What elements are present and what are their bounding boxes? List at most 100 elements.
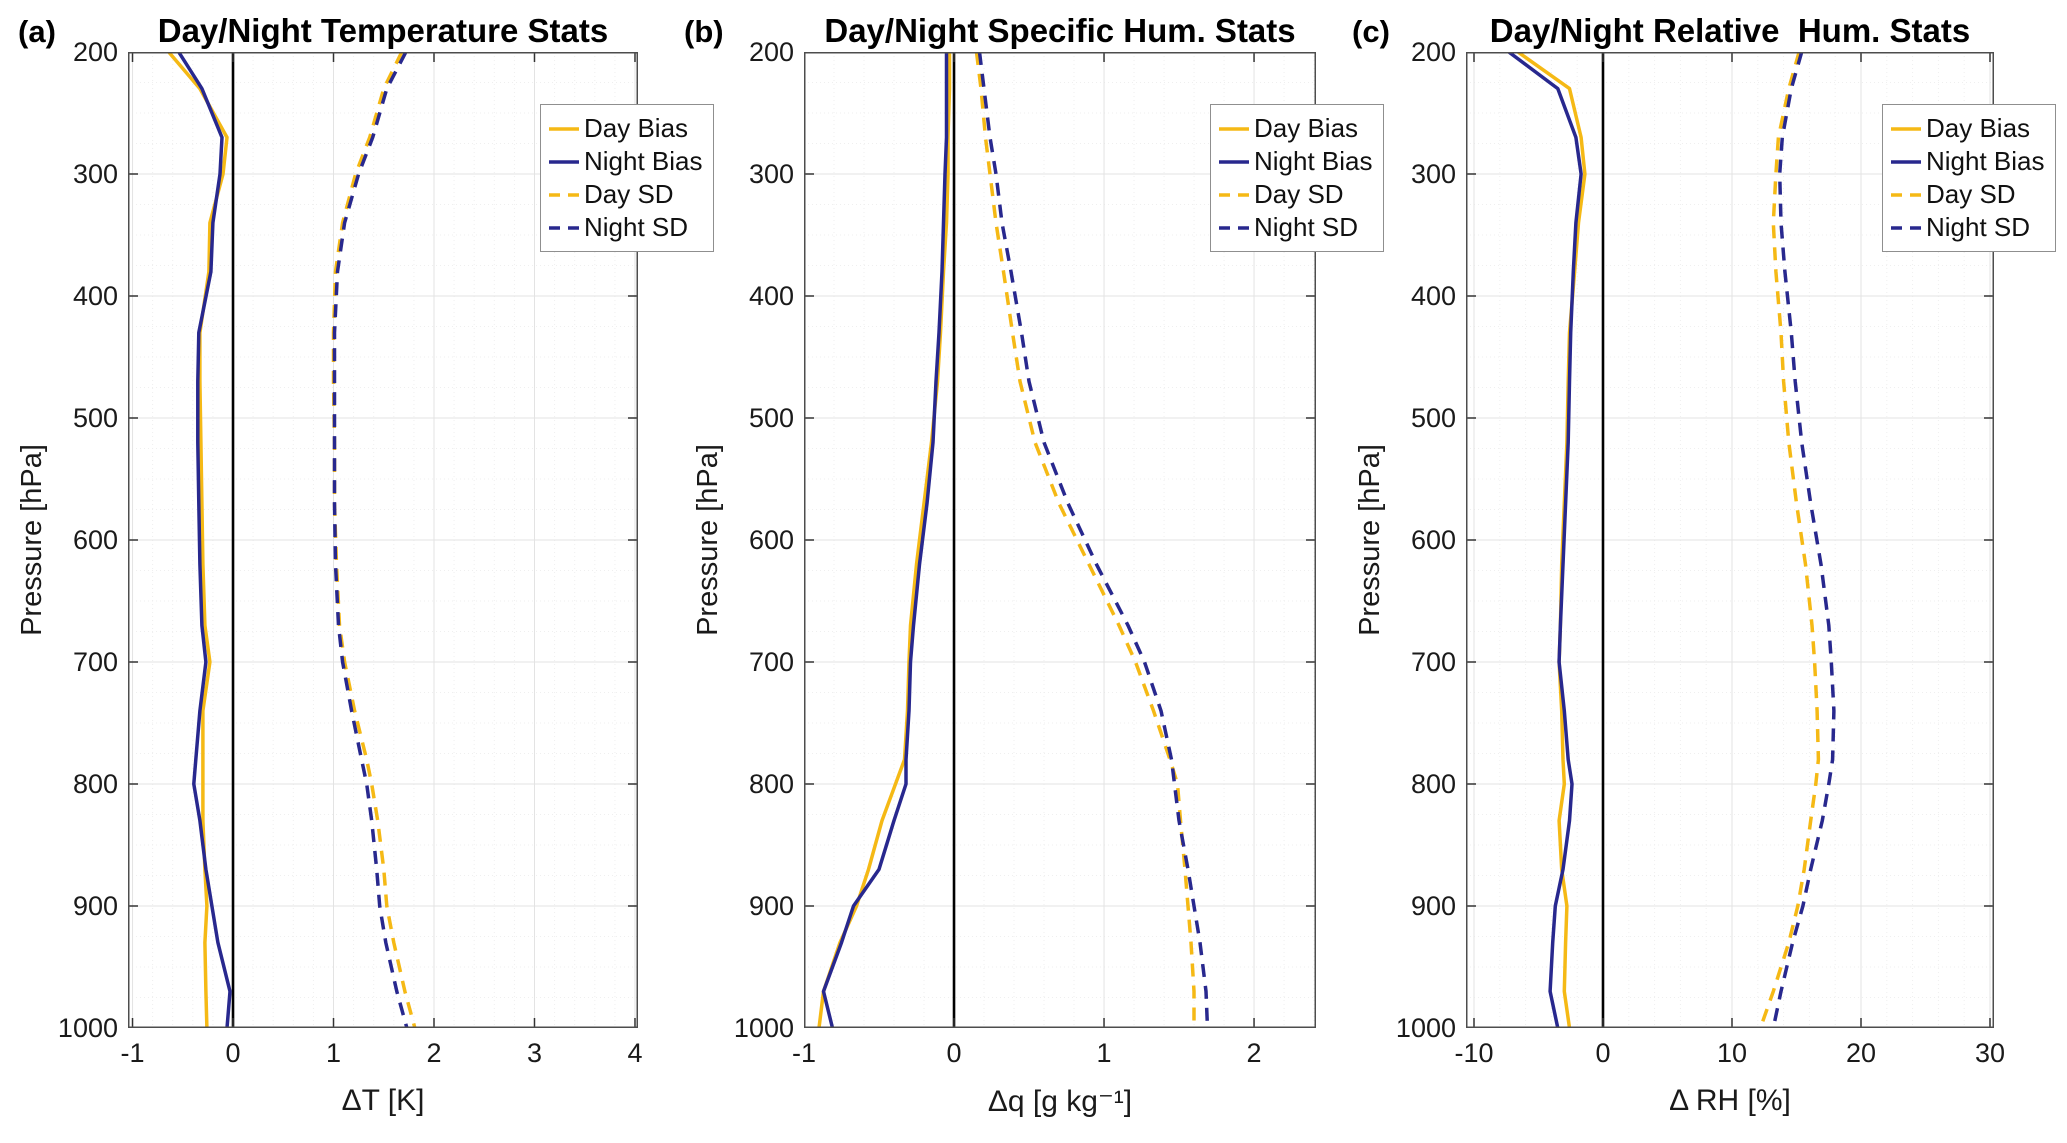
panel-b-letter: (b)	[684, 14, 724, 49]
panel-a-ytick-200: 200	[72, 37, 118, 67]
legend-item-day-sd: Day SD	[1219, 179, 1373, 209]
panel-c-ytick-200: 200	[1410, 37, 1456, 67]
panel-b-title: Day/Night Specific Hum. Stats	[824, 12, 1296, 49]
dashed-line-sample-icon	[1219, 225, 1249, 230]
solid-line-sample-icon	[549, 159, 579, 164]
panel-a-xtick-4: 4	[627, 1038, 643, 1068]
legend-item-label: Day Bias	[1254, 113, 1359, 143]
series-night-bias	[821, 52, 949, 1029]
legend-item-day-sd: Day SD	[1891, 179, 2045, 209]
solid-line-sample-icon	[549, 126, 579, 131]
legend-item-night-bias: Night Bias	[549, 146, 703, 176]
dashed-line-sample-icon	[549, 192, 579, 197]
series-day-bias	[817, 52, 952, 1029]
legend-item-night-sd: Night SD	[549, 212, 703, 242]
panel-a-legend: Day Bias Night Bias Day SD Night SD	[540, 104, 714, 252]
legend-item-night-bias: Night Bias	[1891, 146, 2045, 176]
panel-c-ytick-1000: 1000	[1395, 1013, 1456, 1043]
dashed-line-sample-icon	[1891, 192, 1921, 197]
panel-c-ytick-500: 500	[1410, 403, 1456, 433]
axis-box	[1466, 52, 1994, 1028]
legend-item-day-bias: Day Bias	[1891, 113, 2045, 143]
legend-item-label: Night Bias	[584, 146, 703, 176]
panel-a-letter: (a)	[18, 14, 56, 49]
panel-a-xtick-0: 0	[225, 1038, 241, 1068]
panel-b-ytick-500: 500	[748, 403, 794, 433]
legend-item-day-bias: Day Bias	[549, 113, 703, 143]
legend-item-label: Day SD	[584, 179, 674, 209]
panel-c-letter: (c)	[1352, 14, 1390, 49]
panel-c-ytick-300: 300	[1410, 159, 1456, 189]
panel-b-xlabel: Δq [g kg⁻¹]	[987, 1085, 1133, 1118]
series-night-bias	[1507, 50, 1583, 1029]
panel-b-ytick-700: 700	[748, 647, 794, 677]
panel-a-ytick-600: 600	[72, 525, 118, 555]
legend-item-night-bias: Night Bias	[1219, 146, 1373, 176]
legend-item-label: Night Bias	[1926, 146, 2045, 176]
solid-line-sample-icon	[1891, 159, 1921, 164]
series-night-sd	[1771, 51, 1836, 1029]
panel-c-xlabel: Δ RH [%]	[1669, 1084, 1791, 1117]
panel-c-ytick-700: 700	[1410, 647, 1456, 677]
legend-item-label: Day Bias	[584, 113, 689, 143]
axis-box	[804, 52, 1316, 1028]
panel-b-ytick-400: 400	[748, 281, 794, 311]
dashed-line-sample-icon	[1219, 192, 1249, 197]
panel-b-legend: Day Bias Night Bias Day SD Night SD	[1210, 104, 1384, 252]
panel-a-ytick-800: 800	[72, 769, 118, 799]
legend-item-night-sd: Night SD	[1219, 212, 1373, 242]
panel-c-xtick-20: 20	[1845, 1038, 1877, 1068]
series-day-sd	[974, 51, 1196, 1028]
legend-item-label: Night Bias	[1254, 146, 1373, 176]
panel-c-legend: Day Bias Night Bias Day SD Night SD	[1882, 104, 2056, 252]
panel-a-xtick-2: 2	[426, 1038, 442, 1068]
legend-item-label: Day SD	[1254, 179, 1344, 209]
panel-b-ytick-1000: 1000	[733, 1013, 794, 1043]
panel-b-xtick-0: 0	[946, 1038, 962, 1068]
series-night-bias	[177, 51, 232, 1029]
series-night-sd	[977, 51, 1210, 1029]
panel-a-ytick-300: 300	[72, 159, 118, 189]
legend-item-label: Night SD	[1254, 212, 1359, 242]
panel-c-xtick--10: -10	[1454, 1038, 1494, 1068]
panel-c-xtick-30: 30	[1974, 1038, 2006, 1068]
panel-a-title: Day/Night Temperature Stats	[157, 12, 609, 49]
panel-a-xtick-3: 3	[526, 1038, 542, 1068]
panel-a-ytick-400: 400	[72, 281, 118, 311]
solid-line-sample-icon	[1219, 126, 1249, 131]
panel-a-xlabel: ΔT [K]	[341, 1084, 425, 1117]
panel-c-ytick-900: 900	[1410, 891, 1456, 921]
solid-line-sample-icon	[1891, 126, 1921, 131]
panel-a-ytick-700: 700	[72, 647, 118, 677]
panel-c-ytick-800: 800	[1410, 769, 1456, 799]
legend-item-label: Day Bias	[1926, 113, 2031, 143]
panel-a-xtick--1: -1	[120, 1038, 145, 1068]
series-day-sd	[1758, 51, 1821, 1029]
panel-c-ytick-600: 600	[1410, 525, 1456, 555]
dashed-line-sample-icon	[549, 225, 579, 230]
panel-b-ytick-900: 900	[748, 891, 794, 921]
panel-b-ytick-300: 300	[748, 159, 794, 189]
panel-a-ytick-1000: 1000	[57, 1013, 118, 1043]
series-night-sd	[332, 51, 409, 1029]
legend-item-day-sd: Day SD	[549, 179, 703, 209]
panel-b-xtick--1: -1	[791, 1038, 816, 1068]
panel-b-xtick-2: 2	[1246, 1038, 1262, 1068]
panel-b-ytick-600: 600	[748, 525, 794, 555]
axis-box	[128, 52, 638, 1028]
legend-item-day-bias: Day Bias	[1219, 113, 1373, 143]
solid-line-sample-icon	[1219, 159, 1249, 164]
legend-item-label: Night SD	[1926, 212, 2031, 242]
legend-item-label: Day SD	[1926, 179, 2016, 209]
dashed-line-sample-icon	[1891, 225, 1921, 230]
legend-item-night-sd: Night SD	[1891, 212, 2045, 242]
panel-a-ytick-500: 500	[72, 403, 118, 433]
legend-item-label: Night SD	[584, 212, 689, 242]
panel-b-ytick-800: 800	[748, 769, 794, 799]
panel-c-title: Day/Night Relative Hum. Stats	[1489, 12, 1971, 49]
panel-b-xtick-1: 1	[1096, 1038, 1112, 1068]
panel-b-ytick-200: 200	[748, 37, 794, 67]
panel-a-ytick-900: 900	[72, 891, 118, 921]
panel-c-xtick-10: 10	[1716, 1038, 1747, 1068]
